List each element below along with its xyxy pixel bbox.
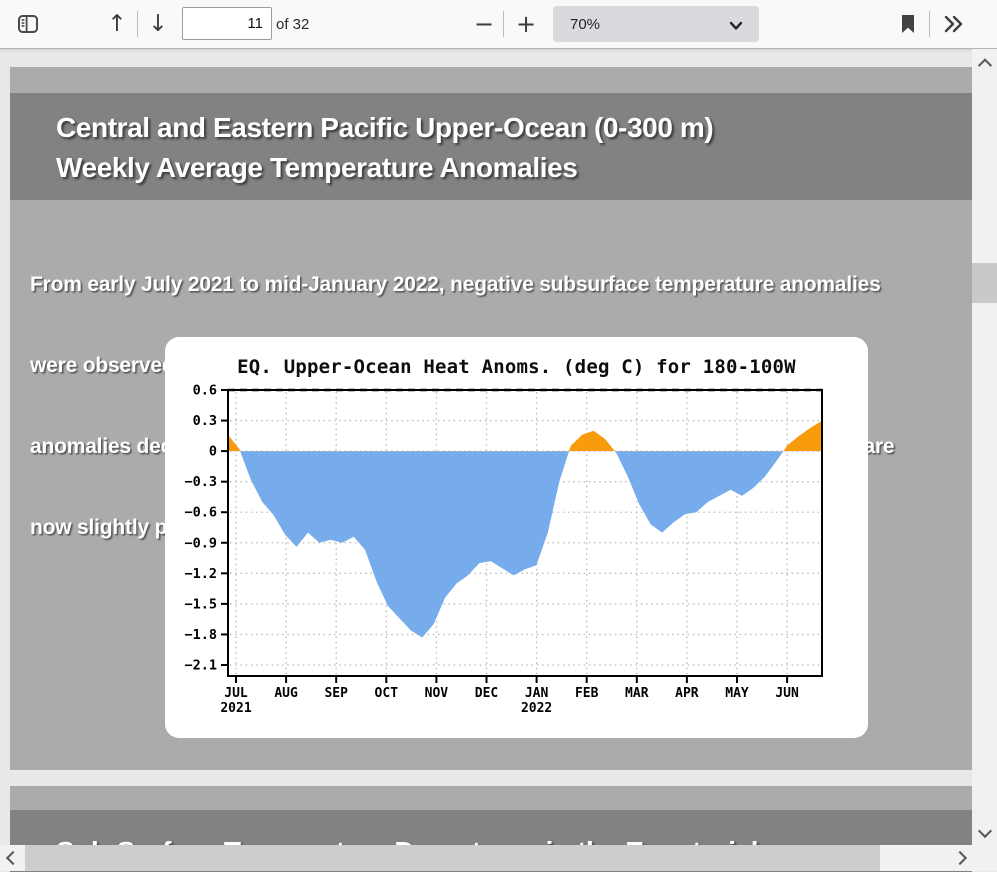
vertical-scroll-thumb[interactable] xyxy=(972,263,997,303)
scroll-right-button[interactable] xyxy=(947,845,972,870)
chart-title: EQ. Upper-Ocean Heat Anoms. (deg C) for … xyxy=(237,356,796,378)
bookmark-icon xyxy=(902,15,914,33)
svg-text:−1.8: −1.8 xyxy=(184,627,217,643)
app-toolbar: ↑ ↓ of 32 − + 70% xyxy=(0,0,997,49)
slide-title-band: Central and Eastern Pacific Upper-Ocean … xyxy=(10,93,972,200)
zoom-out-icon: − xyxy=(473,10,495,38)
previous-page-icon: ↑ xyxy=(107,10,127,37)
svg-text:0.6: 0.6 xyxy=(193,383,217,399)
svg-text:−0.3: −0.3 xyxy=(184,474,217,490)
page-count-label: of 32 xyxy=(276,15,310,33)
svg-text:−2.1: −2.1 xyxy=(184,658,217,674)
slide-title-line-1: Central and Eastern Pacific Upper-Ocean … xyxy=(56,112,714,143)
svg-text:AUG: AUG xyxy=(274,686,298,701)
scrollbar-corner xyxy=(972,845,997,871)
svg-text:2021: 2021 xyxy=(220,701,251,716)
horizontal-scroll-thumb[interactable] xyxy=(25,845,880,871)
svg-text:−1.5: −1.5 xyxy=(184,596,217,612)
scroll-left-button[interactable] xyxy=(0,845,25,870)
double-chevron-right-icon xyxy=(944,15,963,33)
bookmark-button[interactable] xyxy=(893,6,923,42)
zoom-in-icon: + xyxy=(515,10,537,38)
toolbar-separator xyxy=(929,11,930,37)
svg-text:SEP: SEP xyxy=(324,686,348,701)
toolbar-separator xyxy=(503,11,504,37)
body-line: From early July 2021 to mid-January 2022… xyxy=(30,273,881,296)
zoom-in-button[interactable]: + xyxy=(510,6,542,42)
heat-anomaly-plot: 0.6 0.3 0 −0.3 −0.6 −0.9 −1.2 −1.5 −1.8 −2.1 JUL AU… xyxy=(184,383,823,716)
chevron-right-icon xyxy=(952,850,967,865)
svg-text:JUN: JUN xyxy=(775,686,799,701)
chart-card: EQ. Upper-Ocean Heat Anoms. (deg C) for … xyxy=(165,337,868,738)
svg-text:−1.2: −1.2 xyxy=(184,566,217,582)
svg-text:0.3: 0.3 xyxy=(193,413,217,429)
svg-text:OCT: OCT xyxy=(375,686,399,701)
svg-text:APR: APR xyxy=(675,686,699,701)
chevron-left-icon xyxy=(5,850,20,865)
scroll-up-button[interactable] xyxy=(972,51,997,76)
svg-text:−0.9: −0.9 xyxy=(184,535,217,551)
svg-text:−0.6: −0.6 xyxy=(184,505,217,521)
next-page-button[interactable]: ↓ xyxy=(142,6,174,42)
svg-text:JUL: JUL xyxy=(224,686,248,701)
previous-page-button[interactable]: ↑ xyxy=(101,6,133,42)
svg-text:FEB: FEB xyxy=(575,686,599,701)
slide-title: Central and Eastern Pacific Upper-Ocean … xyxy=(56,108,714,188)
page-11: Central and Eastern Pacific Upper-Ocean … xyxy=(10,67,972,770)
svg-text:DEC: DEC xyxy=(475,686,498,701)
svg-text:MAR: MAR xyxy=(625,686,649,701)
chevron-up-icon xyxy=(977,57,992,72)
secondary-toolbar-toggle-button[interactable] xyxy=(937,6,969,42)
vertical-scrollbar[interactable] xyxy=(972,49,997,845)
page-number-input[interactable] xyxy=(182,7,272,40)
toolbar-separator xyxy=(137,11,138,37)
sidebar-toggle-button[interactable] xyxy=(12,6,44,42)
chevron-down-icon xyxy=(729,18,743,36)
zoom-select[interactable]: 70% xyxy=(553,6,759,42)
slide-title-line-2: Weekly Average Temperature Anomalies xyxy=(56,152,578,183)
sidebar-toggle-icon xyxy=(18,15,38,33)
zoom-out-button[interactable]: − xyxy=(468,6,500,42)
pdf-viewer: Central and Eastern Pacific Upper-Ocean … xyxy=(0,49,997,872)
svg-text:MAY: MAY xyxy=(725,686,749,701)
svg-text:NOV: NOV xyxy=(425,686,449,701)
chevron-down-icon xyxy=(977,823,992,838)
svg-text:JAN: JAN xyxy=(525,686,549,701)
horizontal-scrollbar[interactable] xyxy=(0,845,972,871)
scroll-down-button[interactable] xyxy=(972,818,997,843)
svg-text:0: 0 xyxy=(209,444,217,460)
svg-text:2022: 2022 xyxy=(521,701,552,716)
next-page-icon: ↓ xyxy=(148,10,168,37)
zoom-select-value: 70% xyxy=(570,15,601,33)
